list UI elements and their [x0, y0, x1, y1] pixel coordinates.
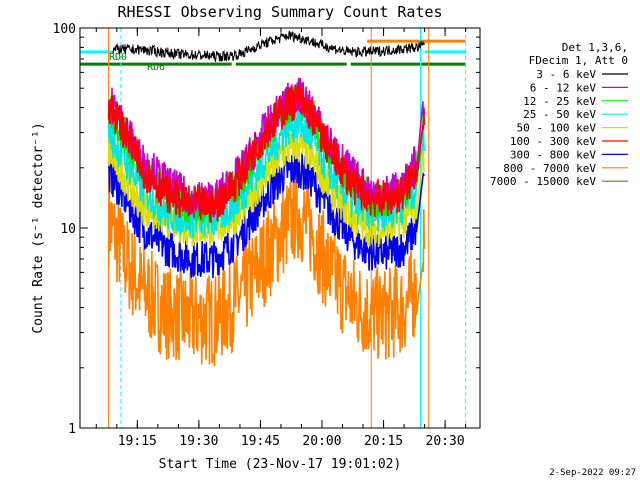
series-line-5 [107, 84, 426, 224]
legend-label-4: 50 - 100 keV [517, 122, 597, 135]
date-stamp: 2-Sep-2022 09:27 [549, 468, 636, 478]
legend-label-6: 300 - 800 keV [510, 148, 596, 161]
data-series [107, 30, 426, 367]
y-tick-label-2: 100 [53, 22, 76, 37]
series-line-6 [107, 152, 426, 279]
x-tick-label-1: 19:30 [179, 434, 218, 449]
x-tick-label-3: 20:00 [302, 434, 341, 449]
legend-label-1: 6 - 12 keV [530, 81, 597, 94]
rd0-annotation: RD0 [109, 52, 127, 63]
y-axis-label: Count Rate (s⁻¹ detector⁻¹) [31, 122, 46, 333]
legend-label-3: 25 - 50 keV [523, 108, 596, 121]
y-tick-label-1: 10 [60, 222, 76, 237]
x-axis-label: Start Time (23-Nov-17 19:01:02) [159, 457, 402, 472]
x-tick-label-4: 20:15 [364, 434, 403, 449]
y-tick-label-0: 1 [68, 422, 76, 437]
rd6-annotation: RD6 [147, 62, 165, 73]
axis-ticks: 19:15 19:30 19:45 20:00 20:15 20:30 1 10 100 [53, 22, 480, 449]
legend-header-1: Det 1,3,6, [562, 41, 628, 54]
flag-bars [79, 39, 466, 66]
series-line-0 [112, 30, 425, 63]
chart-title: RHESSI Observing Summary Count Rates [117, 3, 442, 21]
x-tick-label-5: 20:30 [426, 434, 465, 449]
legend-header-2: FDecim 1, Att 0 [529, 54, 628, 67]
x-tick-label-2: 19:45 [241, 434, 280, 449]
x-tick-label-0: 19:15 [118, 434, 157, 449]
legend-label-7: 800 - 7000 keV [503, 162, 596, 175]
legend-label-8: 7000 - 15000 keV [490, 175, 596, 188]
legend-label-5: 100 - 300 keV [510, 135, 596, 148]
series-line-7 [107, 169, 426, 367]
legend-label-0: 3 - 6 keV [536, 68, 596, 81]
legend-label-2: 12 - 25 keV [523, 95, 596, 108]
